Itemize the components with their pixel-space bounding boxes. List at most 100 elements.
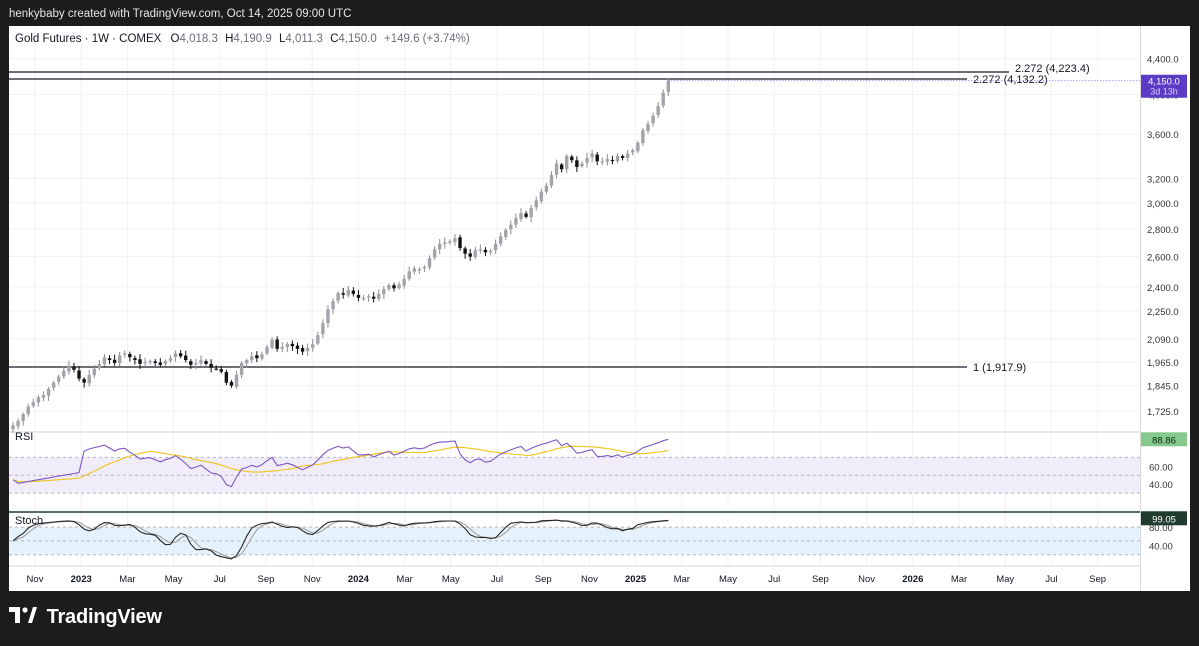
current-price-label: 4,150.0 xyxy=(1148,77,1180,88)
price-tick-label: 1,845.0 xyxy=(1147,382,1179,393)
candle-body xyxy=(260,354,264,359)
legend-l-label: L xyxy=(279,33,286,45)
candle-body xyxy=(178,353,183,357)
candle-body xyxy=(224,372,229,383)
candle-body xyxy=(483,249,488,253)
candle-body xyxy=(493,243,498,251)
candle-body xyxy=(31,402,36,407)
candle-body xyxy=(336,293,340,301)
candle-body xyxy=(255,355,259,359)
stoch-tick-label: 40.00 xyxy=(1149,542,1173,553)
rsi-value-marker xyxy=(1141,432,1187,447)
candle-body xyxy=(514,218,518,225)
candle-body xyxy=(77,370,81,379)
candle-body xyxy=(371,296,376,299)
candle-body xyxy=(214,368,218,370)
candle-body xyxy=(392,285,396,289)
candle-body xyxy=(524,213,528,217)
candle-body xyxy=(97,363,102,369)
candle-body xyxy=(46,388,51,396)
time-tick-label: Jul xyxy=(491,574,503,585)
candle-body xyxy=(478,249,483,251)
candle-body xyxy=(270,339,274,348)
legend-change: +149.6 (+3.74%) xyxy=(384,33,470,45)
price-tick-label: 2,090.0 xyxy=(1147,335,1179,346)
rsi-value-label: 88.86 xyxy=(1152,435,1176,446)
price-tick-label: 2,400.0 xyxy=(1147,283,1179,294)
candle-body xyxy=(41,394,46,398)
candle-body xyxy=(102,357,107,365)
candle-body xyxy=(244,360,249,364)
price-axis[interactable]: 4,400.04,000.03,600.03,200.03,000.02,800… xyxy=(1140,26,1190,591)
candle-body xyxy=(321,322,325,335)
candle-body xyxy=(153,361,157,363)
candle-body xyxy=(544,185,549,192)
candle-body xyxy=(295,345,300,349)
tradingview-logo-icon xyxy=(9,606,37,629)
time-tick-label: Sep xyxy=(1089,574,1106,585)
candle-body xyxy=(585,157,589,163)
price-tick-label: 2,800.0 xyxy=(1147,225,1179,236)
candle-body xyxy=(600,161,604,163)
candle-body xyxy=(92,368,96,376)
price-axis-canvas[interactable]: 4,400.04,000.03,600.03,200.03,000.02,800… xyxy=(1141,26,1190,591)
candle-body xyxy=(346,289,350,296)
candle-body xyxy=(580,163,584,167)
candle-body xyxy=(549,175,554,186)
time-tick-label: Mar xyxy=(951,574,967,585)
time-tick-label: Jul xyxy=(1045,574,1057,585)
stoch-value-marker xyxy=(1141,511,1187,526)
candle-body xyxy=(285,344,290,348)
candle-body xyxy=(204,361,208,364)
price-tick-label: 4,400.0 xyxy=(1147,55,1179,66)
stoch-k-line xyxy=(12,519,669,560)
rsi-line xyxy=(12,438,669,488)
legend-h-value: 4,190.9 xyxy=(233,33,271,45)
candle-body xyxy=(402,278,406,286)
candle-body xyxy=(168,358,173,361)
candle-body xyxy=(239,362,244,375)
candle-body xyxy=(67,365,71,372)
candle-body xyxy=(382,289,386,295)
stoch-value-label: 99.05 xyxy=(1152,514,1176,525)
candle-body xyxy=(661,92,665,106)
chart-canvas[interactable]: 2.272 (4,223.4)2.272 (4,132.2) 1 (1,917.9… xyxy=(9,26,1140,591)
candle-body xyxy=(407,271,411,279)
candle-body xyxy=(16,420,20,427)
candle-body xyxy=(509,224,513,230)
time-tick-label: Mar xyxy=(396,574,412,585)
indicator-panels xyxy=(9,431,1140,556)
price-tick-label: 3,200.0 xyxy=(1147,175,1179,186)
candle-body xyxy=(377,293,381,299)
time-tick-label: May xyxy=(442,574,460,585)
candle-body xyxy=(326,309,330,324)
candle-body xyxy=(615,155,620,162)
candle-body xyxy=(112,359,117,363)
time-tick-label: Mar xyxy=(119,574,135,585)
legend-symbol: Gold Futures · 1W · COMEX xyxy=(15,33,162,45)
current-price-marker xyxy=(1141,74,1187,98)
price-tick-label: 3,600.0 xyxy=(1147,130,1179,141)
time-tick-label: Nov xyxy=(581,574,598,585)
candle-body xyxy=(651,115,655,124)
time-tick-label: May xyxy=(719,574,737,585)
candlestick-series xyxy=(11,78,1140,433)
candle-body xyxy=(473,250,477,258)
candle-body xyxy=(280,346,284,349)
candle-body xyxy=(438,243,442,250)
candle-body xyxy=(590,153,594,158)
candle-body xyxy=(123,353,127,355)
chart-frame[interactable]: 2.272 (4,223.4) 2.272 (4,132.2) 1 (1,917.9… xyxy=(9,26,1140,591)
candle-body xyxy=(646,123,650,131)
candle-body xyxy=(458,237,462,249)
candle-body xyxy=(636,142,640,152)
candle-body xyxy=(463,248,467,254)
candle-body xyxy=(387,285,391,289)
svg-text:Gold Futures · 1W · COMEX: Gold Futures · 1W · COMEX O4,018.3 H4,19… xyxy=(15,33,470,45)
candle-body xyxy=(504,230,508,238)
candle-body xyxy=(209,363,213,368)
candle-body xyxy=(417,269,422,271)
candle-body xyxy=(351,290,356,294)
candle-body xyxy=(448,241,452,243)
rsi-tick-label: 60.00 xyxy=(1149,462,1173,473)
